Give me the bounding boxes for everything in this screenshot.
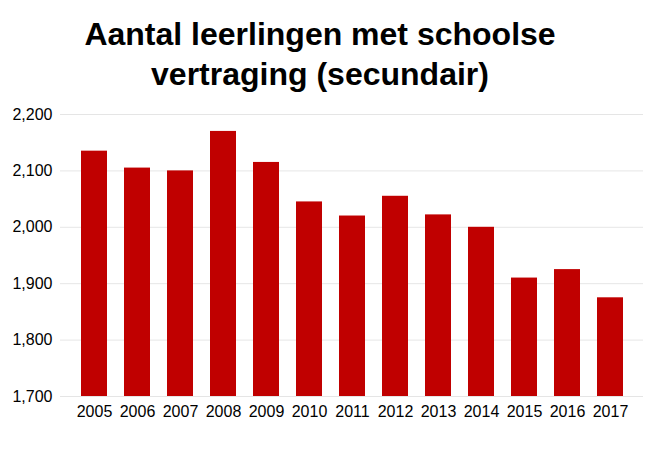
svg-text:1,900: 1,900 xyxy=(12,275,52,292)
svg-text:2,200: 2,200 xyxy=(12,106,52,123)
svg-text:2013: 2013 xyxy=(421,403,457,420)
svg-text:2016: 2016 xyxy=(550,403,586,420)
svg-text:2007: 2007 xyxy=(163,403,199,420)
svg-text:2006: 2006 xyxy=(120,403,156,420)
svg-text:2012: 2012 xyxy=(378,403,414,420)
svg-text:1,800: 1,800 xyxy=(12,331,52,348)
svg-text:2014: 2014 xyxy=(464,403,500,420)
svg-text:2,100: 2,100 xyxy=(12,162,52,179)
svg-text:2015: 2015 xyxy=(507,403,543,420)
svg-text:1,700: 1,700 xyxy=(12,388,52,405)
svg-text:2009: 2009 xyxy=(249,403,285,420)
svg-text:2011: 2011 xyxy=(335,403,370,420)
svg-text:2,000: 2,000 xyxy=(12,218,52,235)
html-text:Aantal leerlingen met schoolse: Aantal leerlingen met schoolse vertragin… xyxy=(84,16,556,92)
svg-text:2017: 2017 xyxy=(593,403,629,420)
svg-text:2010: 2010 xyxy=(292,403,328,420)
svg-text:2008: 2008 xyxy=(206,403,242,420)
svg-text:2005: 2005 xyxy=(77,403,113,420)
